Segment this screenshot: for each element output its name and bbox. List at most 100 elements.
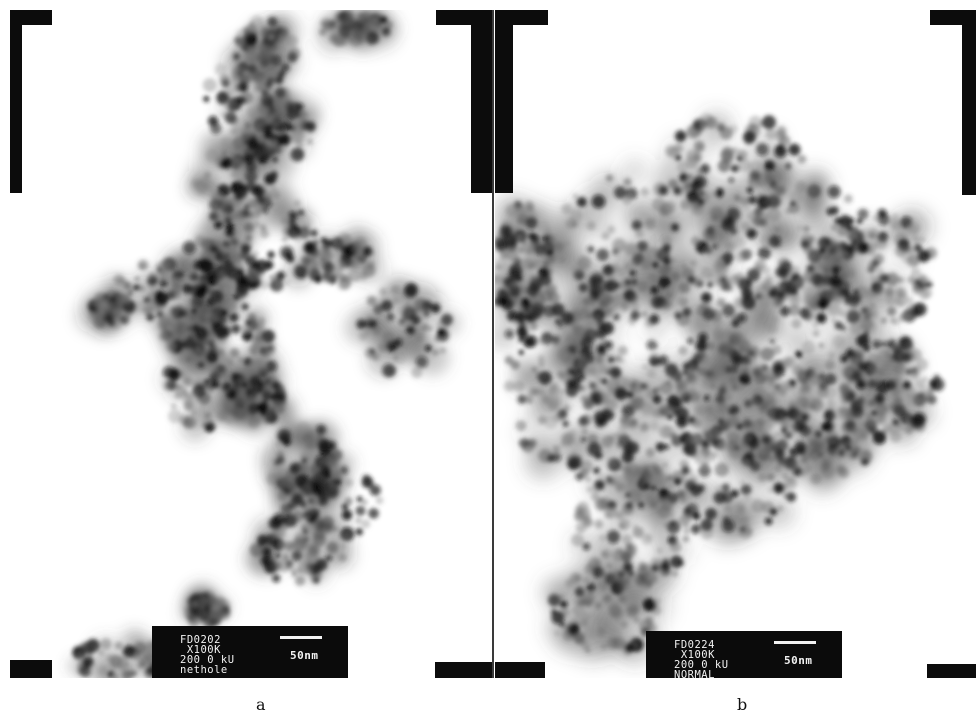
- nanoparticle: [745, 205, 751, 211]
- nanoparticle: [310, 497, 318, 506]
- nanoparticle: [904, 424, 914, 435]
- nanoparticle: [558, 593, 565, 600]
- nanoparticle: [777, 381, 789, 394]
- nanoparticle: [578, 362, 586, 370]
- nanoparticle: [605, 279, 618, 292]
- nanoparticle: [280, 144, 288, 152]
- nanoparticle: [907, 275, 916, 284]
- nanoparticle: [609, 366, 622, 379]
- nanoparticle: [715, 393, 726, 405]
- nanoparticle: [434, 335, 441, 342]
- nanoparticle: [591, 194, 606, 209]
- nanoparticle: [789, 296, 801, 308]
- nanoparticle: [215, 275, 229, 289]
- nanoparticle: [858, 241, 870, 254]
- nanoparticle: [838, 383, 850, 395]
- nanoparticle: [685, 182, 691, 189]
- nanoparticle: [781, 439, 790, 449]
- nanoparticle: [109, 670, 115, 676]
- nanoparticle: [220, 352, 231, 363]
- nanoparticle: [546, 454, 555, 463]
- nanoparticle: [792, 365, 803, 376]
- nanoparticle: [337, 264, 344, 271]
- nanoparticle: [774, 226, 780, 233]
- nanoparticle: [735, 250, 748, 263]
- nanoparticle: [204, 171, 211, 179]
- nanoparticle: [576, 197, 587, 207]
- nanoparticle: [746, 187, 753, 194]
- nanoparticle: [741, 221, 752, 232]
- nanoparticle: [379, 287, 388, 296]
- nanoparticle: [862, 307, 868, 313]
- nanoparticle: [631, 278, 638, 286]
- nanoparticle: [260, 229, 270, 239]
- nanoparticle: [158, 332, 168, 341]
- nanoparticle: [675, 130, 687, 142]
- nanoparticle: [586, 486, 593, 493]
- nanoparticle: [326, 541, 339, 554]
- nanoparticle: [707, 282, 713, 288]
- nanoparticle: [869, 424, 874, 430]
- nanoparticle: [234, 39, 241, 46]
- nanoparticle: [721, 217, 735, 232]
- nanoparticle: [700, 266, 713, 279]
- nanoparticle: [744, 435, 753, 443]
- nanoparticle: [192, 593, 199, 601]
- nanoparticle: [230, 252, 243, 264]
- nanoparticle: [737, 312, 747, 323]
- nanoparticle: [900, 216, 913, 229]
- nanoparticle: [263, 153, 271, 161]
- nanoparticle: [604, 308, 612, 315]
- nanoparticle: [209, 330, 216, 337]
- nanoparticle: [724, 329, 732, 337]
- nanoparticle: [237, 177, 245, 185]
- nanoparticle: [143, 296, 151, 305]
- nanoparticle: [766, 322, 778, 334]
- nanoparticle: [875, 237, 888, 250]
- nanoparticle: [381, 299, 393, 312]
- nanoparticle: [807, 311, 816, 320]
- nanoparticle: [225, 266, 240, 280]
- nanoparticle: [761, 434, 771, 444]
- nanoparticle: [291, 510, 304, 522]
- nanoparticle: [865, 413, 872, 420]
- nanoparticle: [287, 52, 298, 63]
- nanoparticle: [752, 453, 759, 459]
- nanoparticle: [248, 375, 260, 387]
- nanoparticle: [712, 243, 718, 249]
- nanoparticle: [210, 122, 222, 134]
- nanoparticle: [558, 388, 565, 395]
- nanoparticle: [697, 332, 708, 343]
- nanoparticle: [848, 296, 859, 307]
- nanoparticle: [499, 224, 511, 237]
- nanoparticle: [856, 379, 867, 390]
- nanoparticle: [608, 356, 615, 363]
- nanoparticle: [614, 386, 628, 400]
- nanoparticle: [596, 248, 609, 262]
- nanoparticle: [277, 428, 291, 443]
- nanoparticle: [729, 274, 740, 286]
- nanoparticle: [748, 397, 761, 411]
- nanoparticle: [98, 665, 108, 676]
- nanoparticle: [826, 435, 836, 446]
- nanoparticle: [806, 297, 819, 310]
- nanoparticle: [560, 622, 565, 628]
- nanoparticle: [224, 300, 237, 312]
- nanoparticle: [751, 499, 765, 513]
- nanoparticle: [622, 594, 637, 608]
- info-line-1: FD0224: [674, 639, 715, 651]
- nanoparticle: [736, 155, 743, 162]
- nanoparticle: [671, 271, 681, 281]
- nanoparticle: [437, 328, 446, 337]
- nanoparticle: [832, 291, 844, 304]
- nanoparticle: [587, 433, 599, 445]
- nanoparticle: [839, 272, 848, 281]
- nanoparticle: [767, 193, 782, 208]
- nanoparticle: [254, 145, 263, 153]
- nanoparticle: [877, 208, 887, 218]
- nanoparticle: [305, 242, 313, 250]
- nanoparticle: [596, 627, 606, 637]
- particle-cluster: [272, 195, 289, 212]
- nanoparticle: [800, 425, 811, 437]
- nanoparticle: [606, 530, 621, 544]
